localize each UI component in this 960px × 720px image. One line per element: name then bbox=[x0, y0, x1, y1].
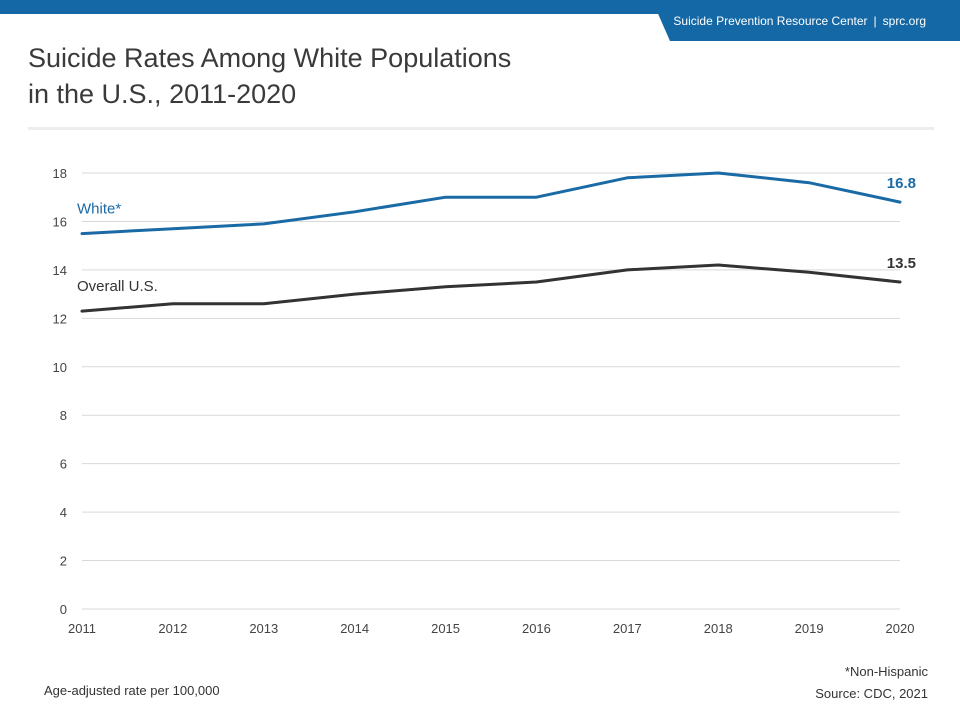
x-tick-label-2011: 2011 bbox=[68, 621, 96, 636]
org-name: Suicide Prevention Resource Center bbox=[673, 13, 868, 28]
x-tick-label-2014: 2014 bbox=[340, 621, 369, 636]
x-tick-label-2016: 2016 bbox=[522, 621, 551, 636]
footnote: *Non-Hispanic bbox=[844, 664, 928, 679]
y-tick-label-16: 16 bbox=[53, 214, 67, 229]
x-tick-label-2015: 2015 bbox=[431, 621, 460, 636]
y-axis-note: Age-adjusted rate per 100,000 bbox=[44, 683, 220, 698]
x-tick-label-2018: 2018 bbox=[704, 621, 733, 636]
y-tick-label-18: 18 bbox=[53, 166, 67, 181]
end-value-label-overall: 13.5 bbox=[887, 255, 916, 272]
x-tick-label-2013: 2013 bbox=[249, 621, 278, 636]
x-tick-label-2017: 2017 bbox=[613, 621, 642, 636]
y-tick-label-8: 8 bbox=[60, 408, 67, 423]
site-link[interactable]: sprc.org bbox=[882, 13, 926, 28]
end-value-label-white: 16.8 bbox=[887, 175, 916, 192]
series-line-white bbox=[80, 171, 902, 236]
title-divider bbox=[28, 127, 934, 130]
series-line-overall bbox=[80, 263, 902, 313]
y-tick-label-0: 0 bbox=[60, 602, 67, 617]
footer-notes: *Non-Hispanic Source: CDC, 2021 bbox=[815, 661, 928, 705]
x-tick-label-2019: 2019 bbox=[795, 621, 824, 636]
x-tick-label-2012: 2012 bbox=[158, 621, 187, 636]
header-tab: Suicide Prevention Resource Center | spr… bbox=[652, 0, 960, 41]
y-tick-label-14: 14 bbox=[53, 263, 67, 278]
chart-title-line-1: Suicide Rates Among White Populations bbox=[28, 43, 512, 73]
chart-title: Suicide Rates Among White Populations in… bbox=[28, 40, 511, 112]
series-label-white: White* bbox=[77, 201, 121, 218]
y-tick-label-6: 6 bbox=[60, 457, 67, 472]
source-note: Source: CDC, 2021 bbox=[815, 686, 928, 701]
header-separator: | bbox=[873, 13, 877, 28]
y-tick-label-12: 12 bbox=[53, 311, 67, 326]
series-label-overall: Overall U.S. bbox=[77, 278, 158, 295]
y-tick-label-4: 4 bbox=[60, 505, 67, 520]
y-tick-label-2: 2 bbox=[60, 554, 67, 569]
x-tick-label-2020: 2020 bbox=[886, 621, 915, 636]
y-tick-label-10: 10 bbox=[53, 360, 67, 375]
chart-title-line-2: in the U.S., 2011-2020 bbox=[28, 79, 297, 109]
